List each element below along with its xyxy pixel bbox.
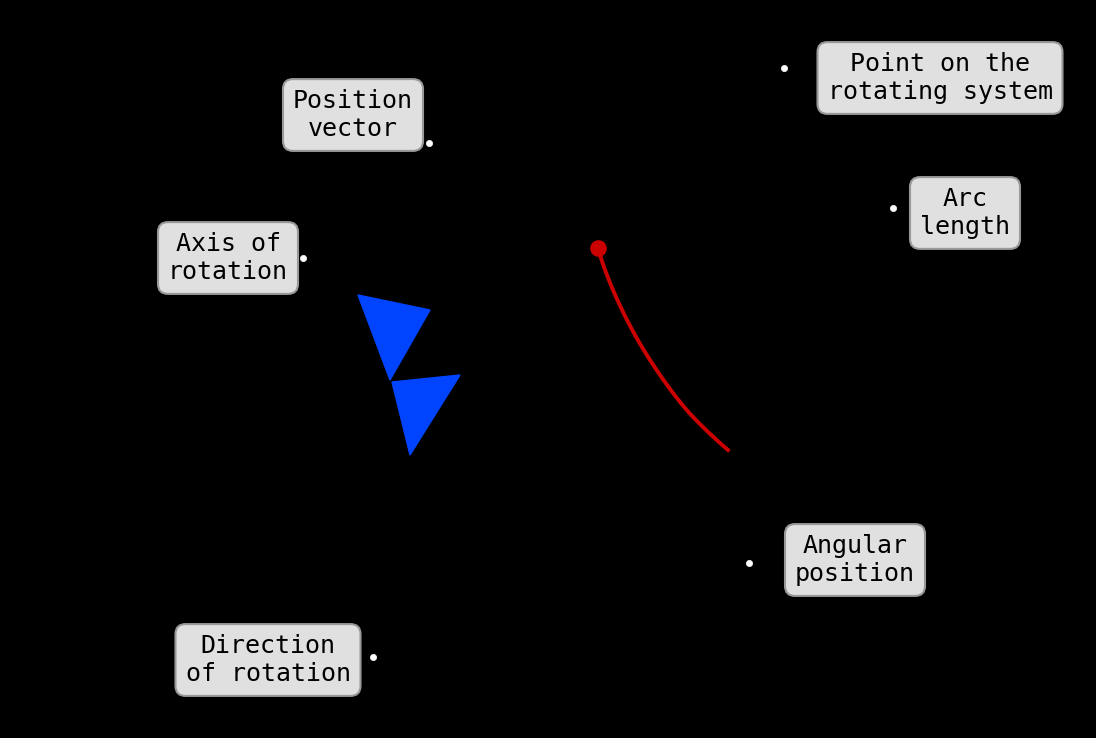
- Text: Axis of
rotation: Axis of rotation: [168, 232, 288, 284]
- Text: Position
vector: Position vector: [293, 89, 413, 141]
- Point: [364, 651, 381, 663]
- Polygon shape: [358, 295, 430, 380]
- Point: [420, 137, 437, 149]
- Text: Arc
length: Arc length: [920, 187, 1011, 239]
- Point: [740, 557, 757, 569]
- Text: Direction
of rotation: Direction of rotation: [185, 634, 351, 686]
- Point: [590, 242, 607, 254]
- Text: Point on the
rotating system: Point on the rotating system: [827, 52, 1052, 104]
- Text: Angular
position: Angular position: [795, 534, 915, 586]
- Polygon shape: [392, 375, 460, 455]
- Point: [775, 62, 792, 74]
- Point: [294, 252, 311, 264]
- Point: [884, 202, 902, 214]
